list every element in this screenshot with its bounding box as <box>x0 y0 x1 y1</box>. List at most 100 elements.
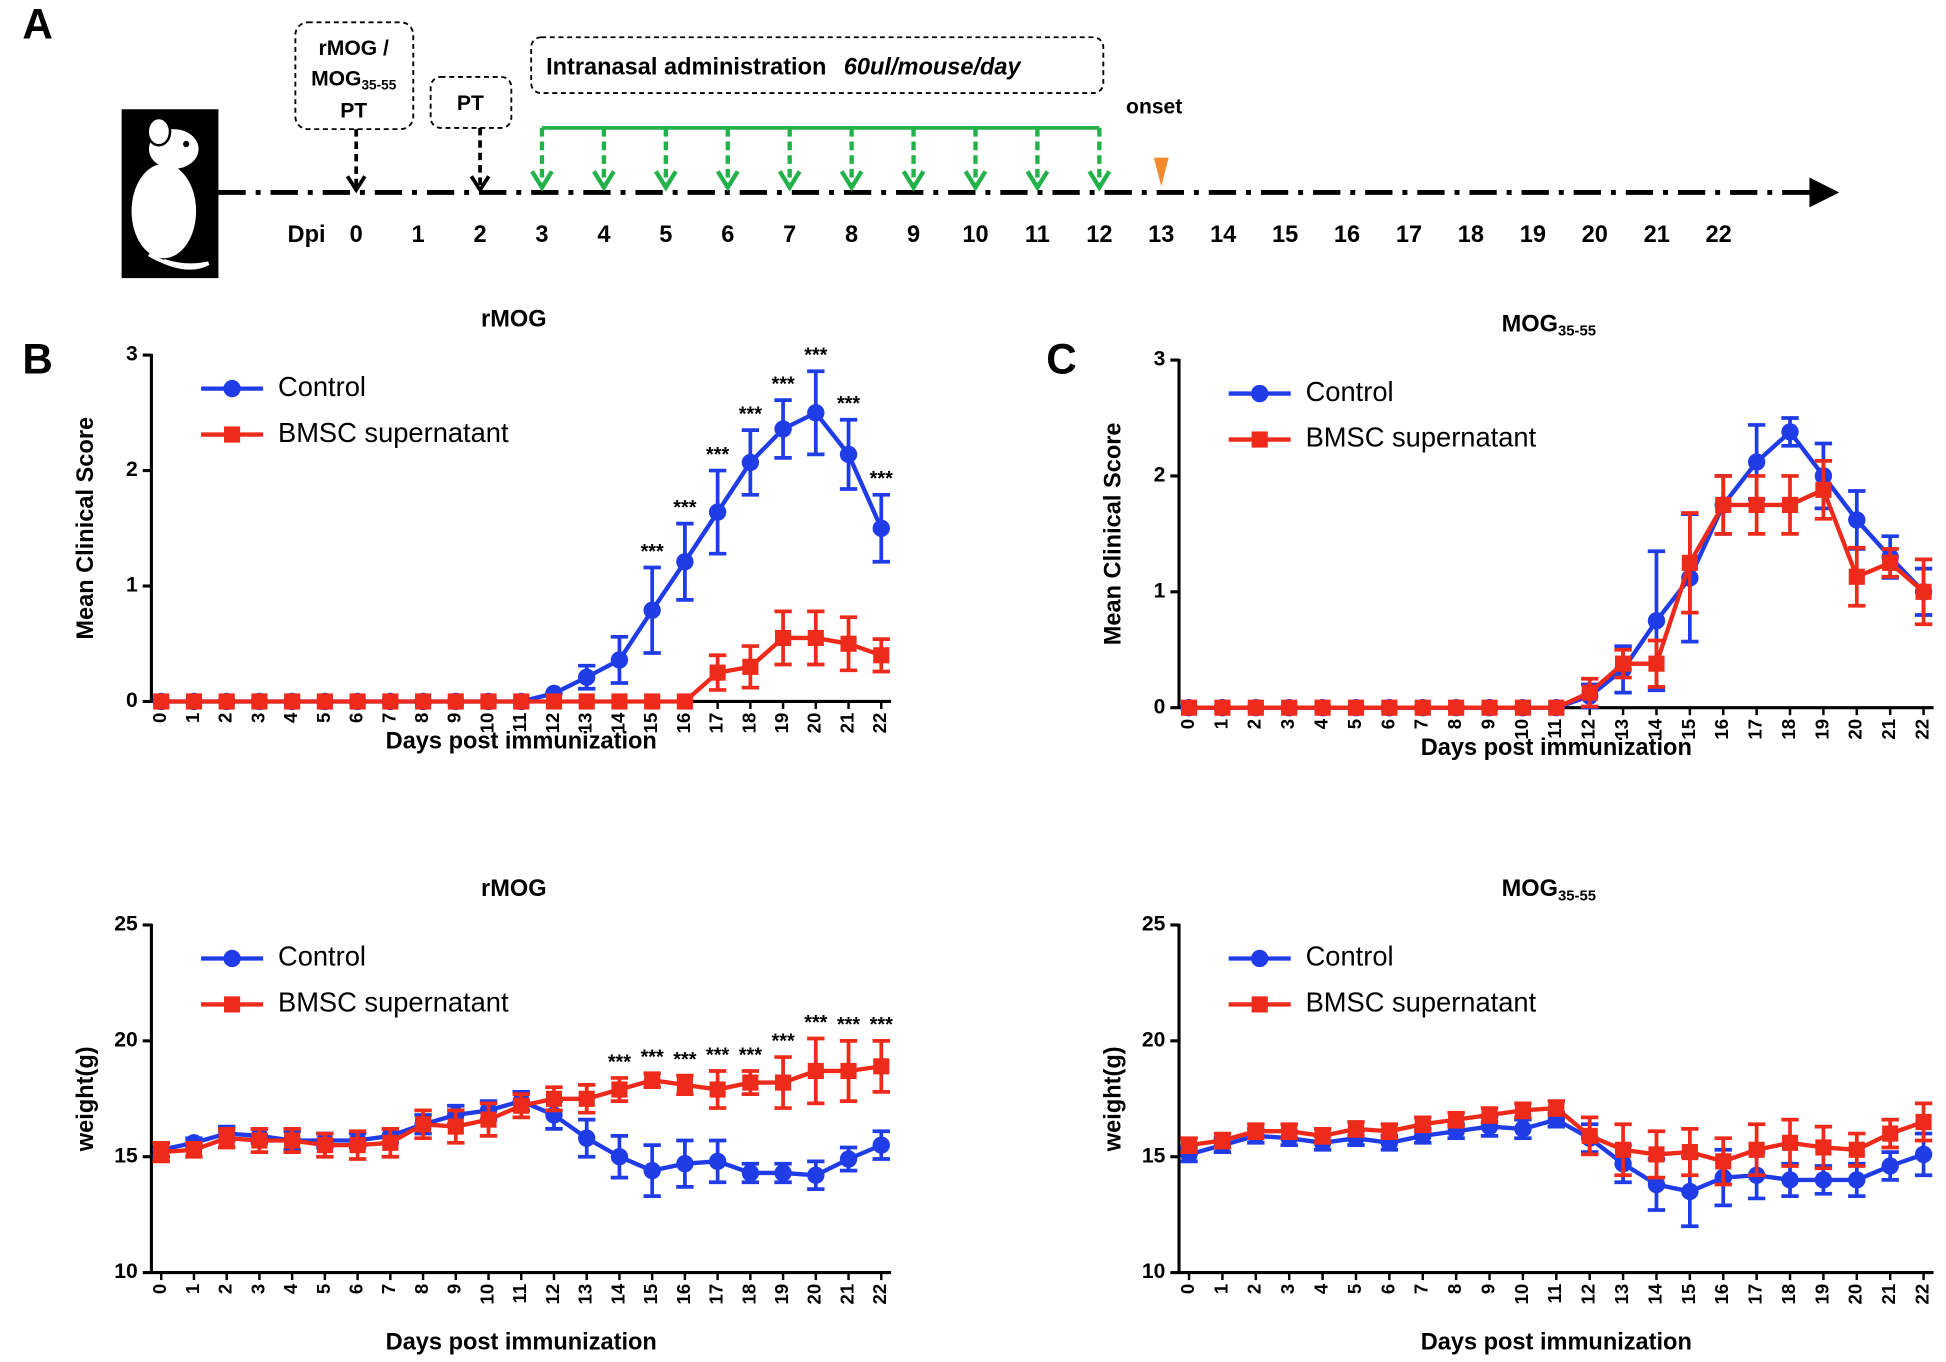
series-line <box>1189 486 1925 710</box>
box <box>530 36 1105 95</box>
x-tick-label: 11 <box>1544 719 1565 739</box>
x-tick-label: 4 <box>280 712 301 723</box>
y-axis-label: weight(g) <box>1100 1046 1126 1152</box>
y-axis-label: weight(g) <box>72 1046 98 1152</box>
y-tick-label: 25 <box>1142 913 1166 936</box>
mouse-icon <box>121 109 219 279</box>
marker <box>1848 511 1866 529</box>
x-tick-label: 16 <box>673 1284 694 1305</box>
x-tick-label: 9 <box>444 713 465 723</box>
marker <box>873 647 890 664</box>
x-tick-label: 3 <box>1277 1284 1298 1294</box>
marker <box>1748 1141 1765 1158</box>
arrow-head <box>715 170 740 192</box>
x-tick-label: 21 <box>836 713 857 734</box>
y-tick-label: 3 <box>126 343 138 366</box>
marker <box>1314 699 1331 716</box>
significance: *** <box>870 1014 893 1036</box>
marker <box>1681 554 1698 571</box>
marker <box>1214 699 1231 716</box>
marker <box>807 404 825 422</box>
arrow-head <box>654 170 678 192</box>
x-tick-label: 16 <box>673 713 694 734</box>
marker <box>1214 1132 1231 1149</box>
marker <box>578 668 596 686</box>
marker <box>775 629 792 647</box>
marker <box>676 1076 693 1093</box>
marker <box>185 1141 203 1158</box>
x-tick-label: 8 <box>411 713 432 723</box>
x-tick-label: 9 <box>1477 1284 1498 1294</box>
marker <box>709 1081 726 1098</box>
legend-label: Control <box>278 371 366 402</box>
marker <box>644 693 661 710</box>
x-tick-label: 5 <box>313 713 334 723</box>
marker <box>1581 1127 1598 1144</box>
marker <box>414 1116 432 1133</box>
marker <box>840 635 857 652</box>
day-label: 17 <box>1396 221 1422 247</box>
marker <box>1514 1120 1532 1138</box>
x-tick-label: 14 <box>607 712 628 733</box>
x-tick-label: 12 <box>1578 719 1599 740</box>
marker <box>1347 1120 1365 1137</box>
x-tick-label: 10 <box>1511 719 1532 740</box>
x-tick-label: 14 <box>1644 1283 1665 1304</box>
x-tick-label: 7 <box>1411 719 1432 729</box>
marker <box>1514 699 1531 716</box>
x-tick-label: 20 <box>1845 1284 1866 1305</box>
x-tick-label: 8 <box>1444 719 1465 729</box>
x-tick-label: 2 <box>215 713 236 723</box>
arrow-head <box>1087 170 1112 192</box>
arrow-head <box>963 170 988 192</box>
marker <box>513 1097 530 1114</box>
marker <box>741 453 760 472</box>
day-label: 5 <box>659 221 672 247</box>
marker <box>774 1164 792 1182</box>
x-tick-label: 6 <box>1377 719 1398 729</box>
x-tick-label: 2 <box>1244 719 1265 729</box>
significance: *** <box>739 403 762 425</box>
x-tick-label: 5 <box>313 1284 334 1294</box>
marker <box>775 1074 792 1091</box>
marker <box>1647 1175 1666 1194</box>
x-tick-label: 15 <box>1678 719 1699 740</box>
x-axis-label: Days post immunization <box>1421 734 1692 760</box>
x-tick-label: 22 <box>869 1284 890 1305</box>
onset-marker <box>1153 157 1169 187</box>
y-tick-label: 2 <box>1154 464 1166 487</box>
marker <box>1781 1134 1799 1151</box>
day-label: 10 <box>962 221 988 247</box>
x-tick-label: 21 <box>1878 1284 1899 1305</box>
day-label: 8 <box>845 221 858 247</box>
x-tick-label: 12 <box>542 1284 563 1305</box>
marker <box>480 1111 497 1128</box>
x-tick-label: 13 <box>575 713 596 734</box>
marker <box>1251 996 1268 1013</box>
marker <box>1251 431 1268 448</box>
legend-label: BMSC supernatant <box>1306 987 1537 1018</box>
x-tick-label: 15 <box>1678 1284 1699 1305</box>
x-axis-label: Days post immunization <box>386 1329 657 1355</box>
y-tick-label: 20 <box>1142 1028 1165 1051</box>
x-tick-label: 5 <box>1344 719 1365 729</box>
x-tick-label: 0 <box>149 1284 170 1294</box>
marker <box>1548 699 1565 716</box>
marker <box>1747 453 1766 471</box>
onset-label: onset <box>1126 96 1182 119</box>
significance: *** <box>641 541 664 563</box>
x-tick-label: 9 <box>444 1284 465 1294</box>
marker <box>708 1152 727 1171</box>
x-tick-label: 13 <box>1611 719 1632 740</box>
marker <box>513 693 530 710</box>
marker <box>807 1166 825 1184</box>
x-tick-label: 0 <box>1177 1284 1198 1294</box>
marker <box>545 1090 563 1107</box>
x-tick-label: 14 <box>1644 718 1665 739</box>
box <box>294 21 415 131</box>
x-tick-label: 2 <box>215 1284 236 1294</box>
day-label: 7 <box>783 221 796 247</box>
